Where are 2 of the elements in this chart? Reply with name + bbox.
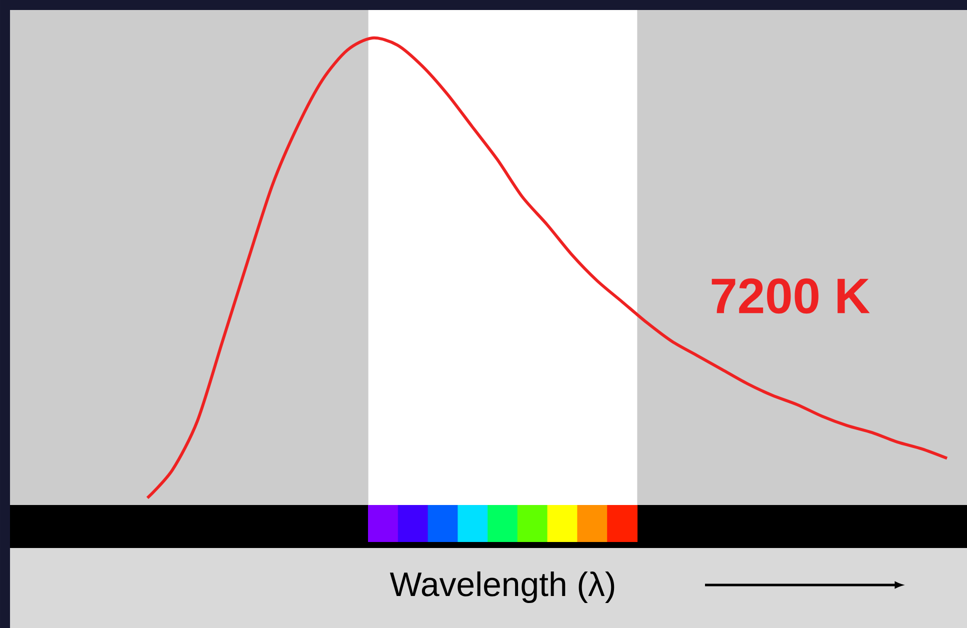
x-axis-title: Wavelength (λ) — [390, 571, 614, 604]
annotation: 7200 K — [712, 278, 870, 314]
